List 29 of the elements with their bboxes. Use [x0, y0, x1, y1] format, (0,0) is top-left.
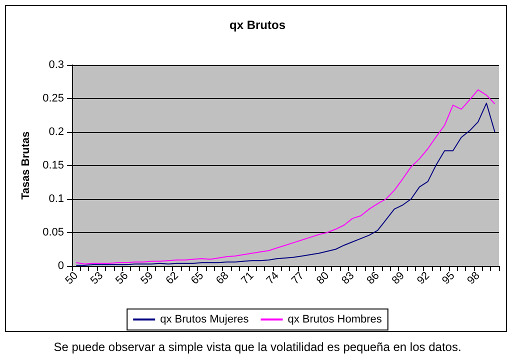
x-tick-label: 77 [289, 270, 306, 287]
x-tick-label: 56 [114, 270, 131, 287]
chart-title: qx Brutos [229, 18, 286, 32]
x-tick-label: 92 [414, 270, 432, 287]
legend-label: qx Brutos Hombres [288, 314, 382, 326]
y-tick-label: 0.3 [48, 59, 64, 71]
legend-label: qx Brutos Mujeres [160, 314, 250, 326]
y-tick-label: 0.2 [48, 126, 64, 138]
text: Se puede observar a simple vista que la volatilidad es pequeña en los datos. [52, 340, 462, 354]
x-tick-label: 98 [465, 270, 482, 287]
y-axis-title: Tasas Brutas [20, 131, 32, 200]
x-tick-label: 65 [188, 270, 206, 287]
x-tick-label: 83 [340, 270, 357, 287]
y-tick-label: 0 [58, 260, 64, 272]
y-tick-label: 0.15 [42, 160, 64, 172]
x-tick-label: 71 [239, 270, 256, 287]
x-tick-label: 53 [88, 270, 106, 287]
x-tick-label: 68 [214, 270, 232, 287]
x-tick-label: 50 [63, 270, 80, 287]
x-tick-label: 59 [138, 270, 156, 287]
x-tick-label: 74 [264, 270, 282, 287]
y-tick-label: 0.1 [48, 193, 64, 205]
y-tick-label: 0.05 [42, 226, 64, 238]
x-tick-label: 89 [390, 270, 407, 287]
x-tick-label: 95 [440, 270, 458, 287]
x-tick-label: 62 [164, 270, 181, 287]
y-tick-label: 0.25 [42, 92, 64, 104]
x-tick-label: 86 [364, 270, 382, 287]
x-tick-label: 80 [314, 270, 332, 287]
